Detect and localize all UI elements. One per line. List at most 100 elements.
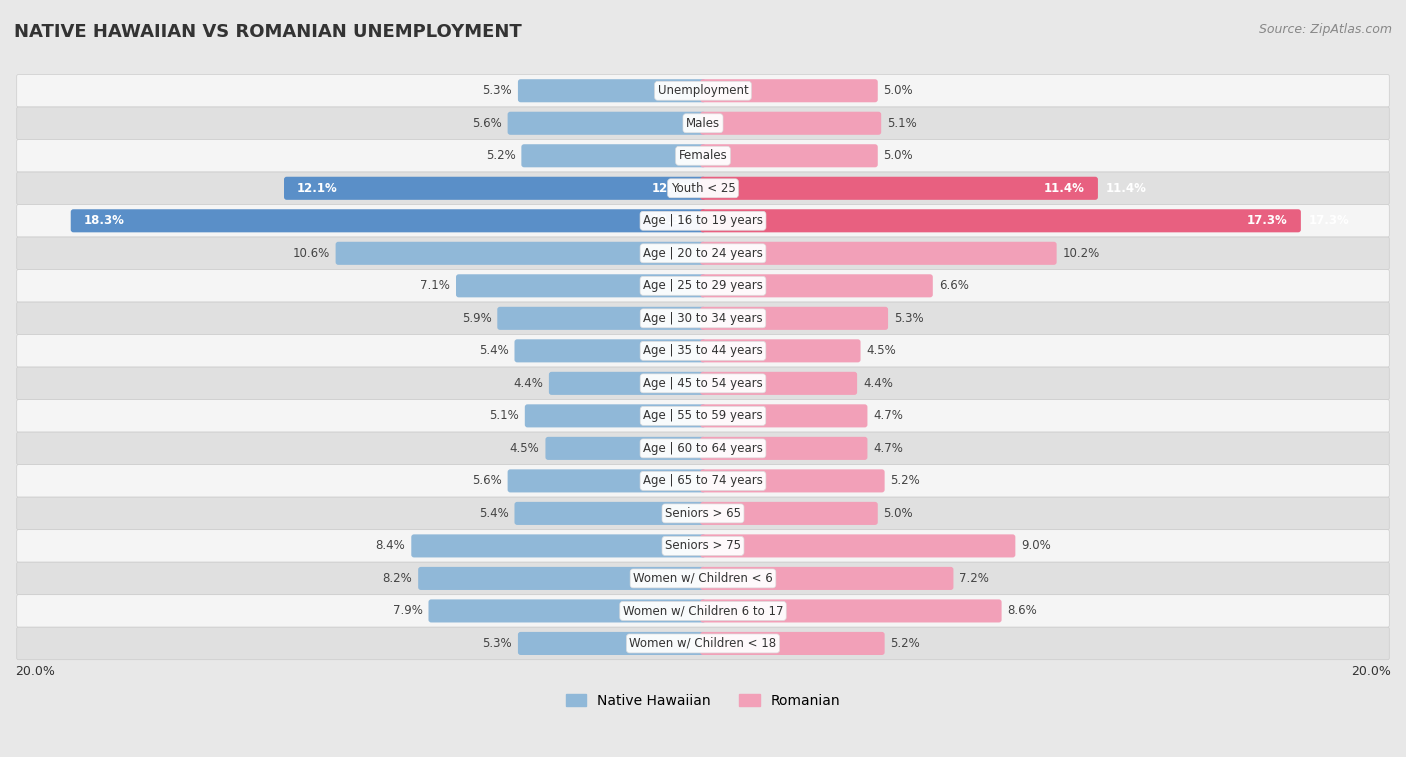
Text: Age | 45 to 54 years: Age | 45 to 54 years bbox=[643, 377, 763, 390]
FancyBboxPatch shape bbox=[17, 269, 1389, 302]
Text: 5.2%: 5.2% bbox=[890, 637, 921, 650]
Text: 5.1%: 5.1% bbox=[887, 117, 917, 129]
Text: Age | 25 to 29 years: Age | 25 to 29 years bbox=[643, 279, 763, 292]
FancyBboxPatch shape bbox=[17, 107, 1389, 139]
FancyBboxPatch shape bbox=[336, 241, 706, 265]
FancyBboxPatch shape bbox=[700, 600, 1001, 622]
FancyBboxPatch shape bbox=[17, 74, 1389, 107]
Text: 5.1%: 5.1% bbox=[489, 410, 519, 422]
FancyBboxPatch shape bbox=[515, 339, 706, 363]
FancyBboxPatch shape bbox=[700, 534, 1015, 557]
FancyBboxPatch shape bbox=[524, 404, 706, 428]
Text: NATIVE HAWAIIAN VS ROMANIAN UNEMPLOYMENT: NATIVE HAWAIIAN VS ROMANIAN UNEMPLOYMENT bbox=[14, 23, 522, 41]
FancyBboxPatch shape bbox=[17, 432, 1389, 465]
Text: 5.4%: 5.4% bbox=[479, 344, 509, 357]
Legend: Native Hawaiian, Romanian: Native Hawaiian, Romanian bbox=[560, 688, 846, 713]
FancyBboxPatch shape bbox=[522, 145, 706, 167]
FancyBboxPatch shape bbox=[700, 241, 1057, 265]
FancyBboxPatch shape bbox=[700, 79, 877, 102]
Text: 12.1%: 12.1% bbox=[652, 182, 693, 195]
FancyBboxPatch shape bbox=[700, 209, 1301, 232]
Text: 20.0%: 20.0% bbox=[1351, 665, 1391, 678]
FancyBboxPatch shape bbox=[17, 628, 1389, 659]
Text: Youth < 25: Youth < 25 bbox=[671, 182, 735, 195]
Text: 4.7%: 4.7% bbox=[873, 410, 903, 422]
FancyBboxPatch shape bbox=[700, 145, 877, 167]
Text: Seniors > 75: Seniors > 75 bbox=[665, 540, 741, 553]
FancyBboxPatch shape bbox=[498, 307, 706, 330]
Text: 8.2%: 8.2% bbox=[382, 572, 412, 585]
Text: 7.2%: 7.2% bbox=[959, 572, 990, 585]
FancyBboxPatch shape bbox=[700, 112, 882, 135]
FancyBboxPatch shape bbox=[17, 204, 1389, 237]
FancyBboxPatch shape bbox=[17, 237, 1389, 269]
Text: 7.9%: 7.9% bbox=[392, 604, 423, 618]
FancyBboxPatch shape bbox=[515, 502, 706, 525]
FancyBboxPatch shape bbox=[700, 502, 877, 525]
FancyBboxPatch shape bbox=[700, 404, 868, 428]
Text: 4.5%: 4.5% bbox=[866, 344, 896, 357]
Text: 5.3%: 5.3% bbox=[482, 637, 512, 650]
Text: 5.3%: 5.3% bbox=[482, 84, 512, 97]
Text: 4.4%: 4.4% bbox=[863, 377, 893, 390]
FancyBboxPatch shape bbox=[17, 497, 1389, 530]
Text: 8.4%: 8.4% bbox=[375, 540, 405, 553]
FancyBboxPatch shape bbox=[429, 600, 706, 622]
Text: 10.2%: 10.2% bbox=[1063, 247, 1099, 260]
Text: 8.6%: 8.6% bbox=[1008, 604, 1038, 618]
FancyBboxPatch shape bbox=[17, 302, 1389, 335]
FancyBboxPatch shape bbox=[700, 274, 932, 298]
Text: 5.2%: 5.2% bbox=[890, 475, 921, 488]
FancyBboxPatch shape bbox=[700, 339, 860, 363]
Text: 5.2%: 5.2% bbox=[485, 149, 516, 162]
Text: Seniors > 65: Seniors > 65 bbox=[665, 507, 741, 520]
FancyBboxPatch shape bbox=[17, 595, 1389, 628]
Text: 5.4%: 5.4% bbox=[479, 507, 509, 520]
FancyBboxPatch shape bbox=[700, 632, 884, 655]
FancyBboxPatch shape bbox=[17, 400, 1389, 432]
Text: Age | 65 to 74 years: Age | 65 to 74 years bbox=[643, 475, 763, 488]
Text: Age | 60 to 64 years: Age | 60 to 64 years bbox=[643, 442, 763, 455]
FancyBboxPatch shape bbox=[456, 274, 706, 298]
Text: 5.0%: 5.0% bbox=[883, 149, 914, 162]
Text: 17.3%: 17.3% bbox=[1247, 214, 1288, 227]
Text: 5.3%: 5.3% bbox=[894, 312, 924, 325]
Text: 6.6%: 6.6% bbox=[939, 279, 969, 292]
Text: Age | 30 to 34 years: Age | 30 to 34 years bbox=[643, 312, 763, 325]
Text: 4.7%: 4.7% bbox=[873, 442, 903, 455]
FancyBboxPatch shape bbox=[508, 469, 706, 493]
Text: 5.0%: 5.0% bbox=[883, 507, 914, 520]
Text: 4.4%: 4.4% bbox=[513, 377, 543, 390]
FancyBboxPatch shape bbox=[517, 79, 706, 102]
FancyBboxPatch shape bbox=[17, 172, 1389, 204]
FancyBboxPatch shape bbox=[17, 139, 1389, 172]
Text: 4.5%: 4.5% bbox=[510, 442, 540, 455]
Text: Age | 16 to 19 years: Age | 16 to 19 years bbox=[643, 214, 763, 227]
Text: Women w/ Children < 6: Women w/ Children < 6 bbox=[633, 572, 773, 585]
FancyBboxPatch shape bbox=[700, 176, 1098, 200]
Text: Age | 20 to 24 years: Age | 20 to 24 years bbox=[643, 247, 763, 260]
FancyBboxPatch shape bbox=[700, 567, 953, 590]
FancyBboxPatch shape bbox=[17, 530, 1389, 562]
Text: 20.0%: 20.0% bbox=[15, 665, 55, 678]
Text: Source: ZipAtlas.com: Source: ZipAtlas.com bbox=[1258, 23, 1392, 36]
FancyBboxPatch shape bbox=[17, 465, 1389, 497]
Text: 11.4%: 11.4% bbox=[1105, 182, 1146, 195]
Text: 5.9%: 5.9% bbox=[461, 312, 492, 325]
Text: 5.0%: 5.0% bbox=[883, 84, 914, 97]
Text: Age | 35 to 44 years: Age | 35 to 44 years bbox=[643, 344, 763, 357]
FancyBboxPatch shape bbox=[70, 209, 706, 232]
Text: 7.1%: 7.1% bbox=[420, 279, 450, 292]
FancyBboxPatch shape bbox=[17, 335, 1389, 367]
FancyBboxPatch shape bbox=[17, 367, 1389, 400]
Text: 17.3%: 17.3% bbox=[1309, 214, 1350, 227]
FancyBboxPatch shape bbox=[284, 176, 706, 200]
Text: 9.0%: 9.0% bbox=[1021, 540, 1050, 553]
Text: Females: Females bbox=[679, 149, 727, 162]
FancyBboxPatch shape bbox=[508, 112, 706, 135]
Text: Women w/ Children 6 to 17: Women w/ Children 6 to 17 bbox=[623, 604, 783, 618]
FancyBboxPatch shape bbox=[700, 372, 858, 395]
FancyBboxPatch shape bbox=[546, 437, 706, 460]
FancyBboxPatch shape bbox=[548, 372, 706, 395]
Text: 18.3%: 18.3% bbox=[652, 214, 693, 227]
